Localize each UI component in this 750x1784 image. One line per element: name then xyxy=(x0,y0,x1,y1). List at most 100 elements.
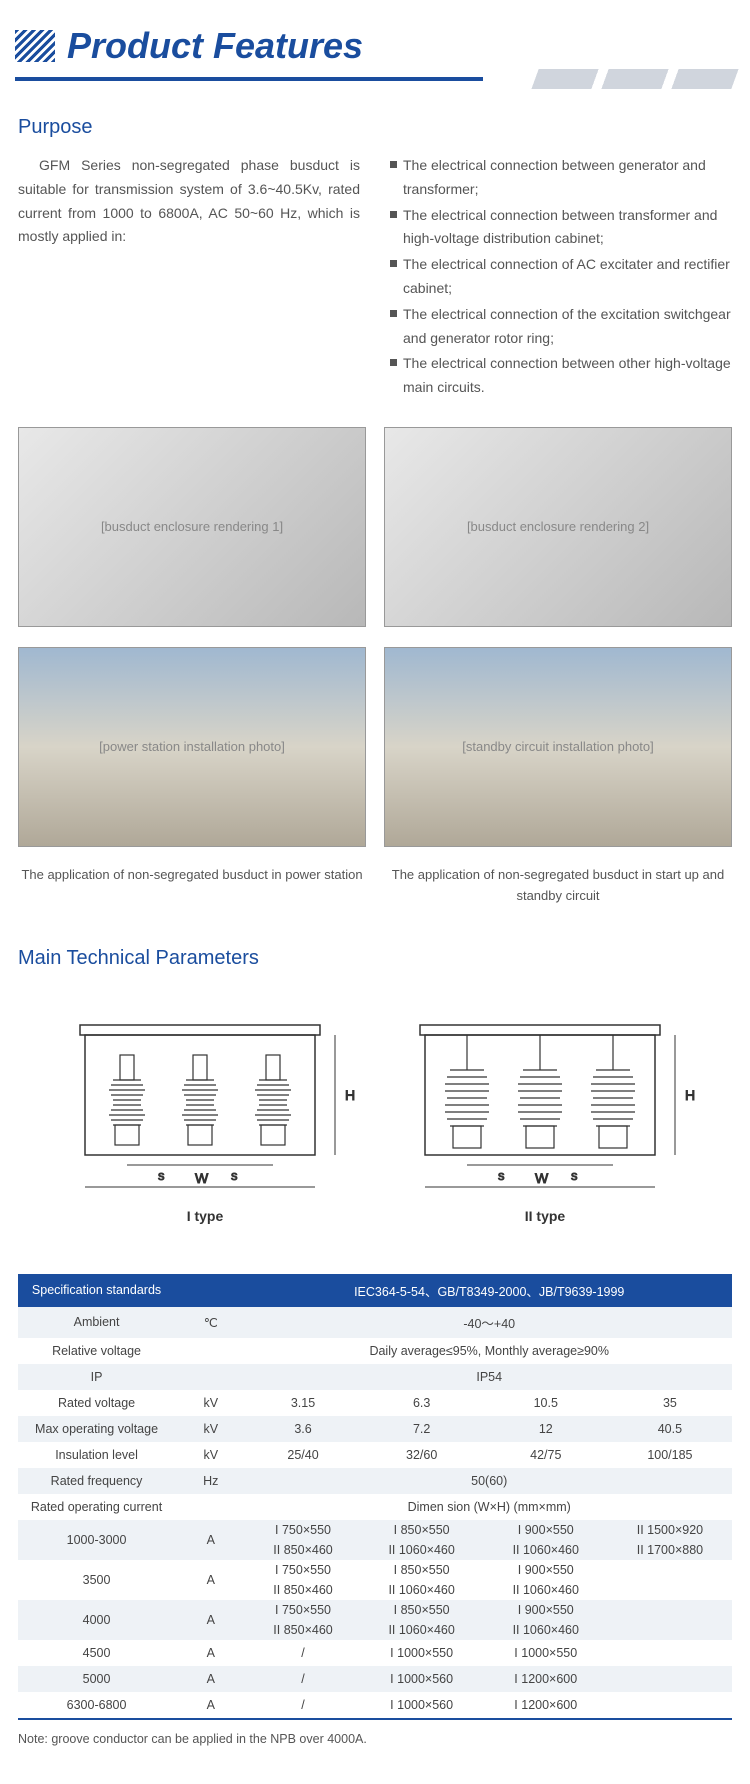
cell: 7.2 xyxy=(360,1416,484,1442)
cell xyxy=(175,1338,246,1364)
cell: A xyxy=(175,1560,246,1600)
cell: A xyxy=(175,1640,246,1666)
cell: 4500 xyxy=(18,1640,175,1666)
table-row: 5000A/I 1000×560I 1200×600 xyxy=(18,1666,732,1692)
cell: I 1000×550 xyxy=(360,1640,484,1666)
cell xyxy=(608,1580,732,1600)
cell: 4000 xyxy=(18,1600,175,1640)
svg-text:W: W xyxy=(535,1170,549,1186)
cell: / xyxy=(246,1692,359,1719)
cell: A xyxy=(175,1692,246,1719)
cell: I 850×550 xyxy=(360,1520,484,1540)
cell: II 1060×460 xyxy=(360,1580,484,1600)
cell: I 1000×550 xyxy=(484,1640,608,1666)
cell: 25/40 xyxy=(246,1442,359,1468)
svg-text:H: H xyxy=(345,1087,355,1103)
cell: 32/60 xyxy=(360,1442,484,1468)
cell: II 850×460 xyxy=(246,1540,359,1560)
site-image-1: [power station installation photo] xyxy=(18,647,366,847)
cell: I 900×550 xyxy=(484,1600,608,1620)
cell xyxy=(608,1600,732,1620)
table-note: Note: groove conductor can be applied in… xyxy=(0,1728,750,1776)
diagram-label-2: II type xyxy=(395,1208,695,1224)
cell: 42/75 xyxy=(484,1442,608,1468)
bullet-item: The electrical connection of AC excitate… xyxy=(390,253,732,301)
spec-table: Specification standards IEC364-5-54、GB/T… xyxy=(18,1274,732,1720)
svg-text:s: s xyxy=(158,1168,165,1183)
table-row: Relative voltageDaily average≤95%, Month… xyxy=(18,1338,732,1364)
cell: Hz xyxy=(175,1468,246,1494)
purpose-intro: GFM Series non-segregated phase busduct … xyxy=(18,154,360,402)
purpose-heading: Purpose xyxy=(0,106,750,154)
diagram-row: H s s W I type H s s W II type xyxy=(0,985,750,1244)
page-header: Product Features xyxy=(0,0,750,77)
cell: I 900×550 xyxy=(484,1560,608,1580)
cell: 3.15 xyxy=(246,1390,359,1416)
cell xyxy=(608,1666,732,1692)
cell: I 1200×600 xyxy=(484,1666,608,1692)
cell: I 750×550 xyxy=(246,1560,359,1580)
cell: 10.5 xyxy=(484,1390,608,1416)
cell: 100/185 xyxy=(608,1442,732,1468)
bullet-item: The electrical connection between genera… xyxy=(390,154,732,202)
table-row: 4000AI 750×550I 850×550I 900×550 xyxy=(18,1600,732,1620)
table-row: Max operating voltagekV3.67.21240.5 xyxy=(18,1416,732,1442)
title-hatch-icon xyxy=(15,30,55,62)
cell: IP54 xyxy=(246,1364,732,1390)
bullet-item: The electrical connection between transf… xyxy=(390,204,732,252)
cell: II 1060×460 xyxy=(484,1540,608,1560)
table-row: 4500A/I 1000×550I 1000×550 xyxy=(18,1640,732,1666)
th-unit xyxy=(175,1274,246,1307)
product-image-2: [busduct enclosure rendering 2] xyxy=(384,427,732,627)
product-image-1: [busduct enclosure rendering 1] xyxy=(18,427,366,627)
cell xyxy=(608,1692,732,1719)
params-heading: Main Technical Parameters xyxy=(0,937,750,985)
table-row: IPIP54 xyxy=(18,1364,732,1390)
table-row: Rated operating current Dimen sion (W×H) … xyxy=(18,1494,732,1520)
cell: 50(60) xyxy=(246,1468,732,1494)
cell: II 1060×460 xyxy=(360,1620,484,1640)
svg-text:H: H xyxy=(685,1087,695,1103)
cell: A xyxy=(175,1520,246,1560)
cell: I 850×550 xyxy=(360,1600,484,1620)
caption-1: The application of non-segregated busduc… xyxy=(18,865,366,907)
cell: II 850×460 xyxy=(246,1580,359,1600)
bullet-item: The electrical connection between other … xyxy=(390,352,732,400)
cell: / xyxy=(246,1666,359,1692)
svg-text:s: s xyxy=(231,1168,238,1183)
cell: 1000-3000 xyxy=(18,1520,175,1560)
square-bullet-icon xyxy=(390,310,397,317)
svg-text:s: s xyxy=(571,1168,578,1183)
busduct-section-icon: H s s W xyxy=(55,1015,355,1195)
cell: II 850×460 xyxy=(246,1620,359,1640)
product-renderings-row: [busduct enclosure rendering 1] [busduct… xyxy=(0,402,750,637)
cell: II 1500×920 xyxy=(608,1520,732,1540)
cell: 5000 xyxy=(18,1666,175,1692)
cell xyxy=(608,1560,732,1580)
cell: Rated operating current xyxy=(18,1494,175,1520)
cell: I 1000×560 xyxy=(360,1692,484,1719)
cell: A xyxy=(175,1666,246,1692)
title-underline xyxy=(15,77,735,81)
cell: kV xyxy=(175,1390,246,1416)
cell: 40.5 xyxy=(608,1416,732,1442)
caption-2: The application of non-segregated busduc… xyxy=(384,865,732,907)
cell: II 1700×880 xyxy=(608,1540,732,1560)
cell: Insulation level xyxy=(18,1442,175,1468)
svg-text:s: s xyxy=(498,1168,505,1183)
cell xyxy=(175,1494,246,1520)
page-title: Product Features xyxy=(67,25,363,67)
table-row: 3500AI 750×550I 850×550I 900×550 xyxy=(18,1560,732,1580)
cell: Dimen sion (W×H) (mm×mm) xyxy=(246,1494,732,1520)
cell: 3.6 xyxy=(246,1416,359,1442)
th-spec: Specification standards xyxy=(18,1274,175,1307)
table-header: Specification standards IEC364-5-54、GB/T… xyxy=(18,1274,732,1307)
cell: 6300-6800 xyxy=(18,1692,175,1719)
busduct-section-icon: H s s W xyxy=(395,1015,695,1195)
cell: 12 xyxy=(484,1416,608,1442)
site-image-2: [standby circuit installation photo] xyxy=(384,647,732,847)
bullet-text: The electrical connection between other … xyxy=(403,352,732,400)
cell: Daily average≤95%, Monthly average≥90% xyxy=(246,1338,732,1364)
th-standards: IEC364-5-54、GB/T8349-2000、JB/T9639-1999 xyxy=(246,1274,732,1307)
captions-row: The application of non-segregated busduc… xyxy=(0,857,750,937)
